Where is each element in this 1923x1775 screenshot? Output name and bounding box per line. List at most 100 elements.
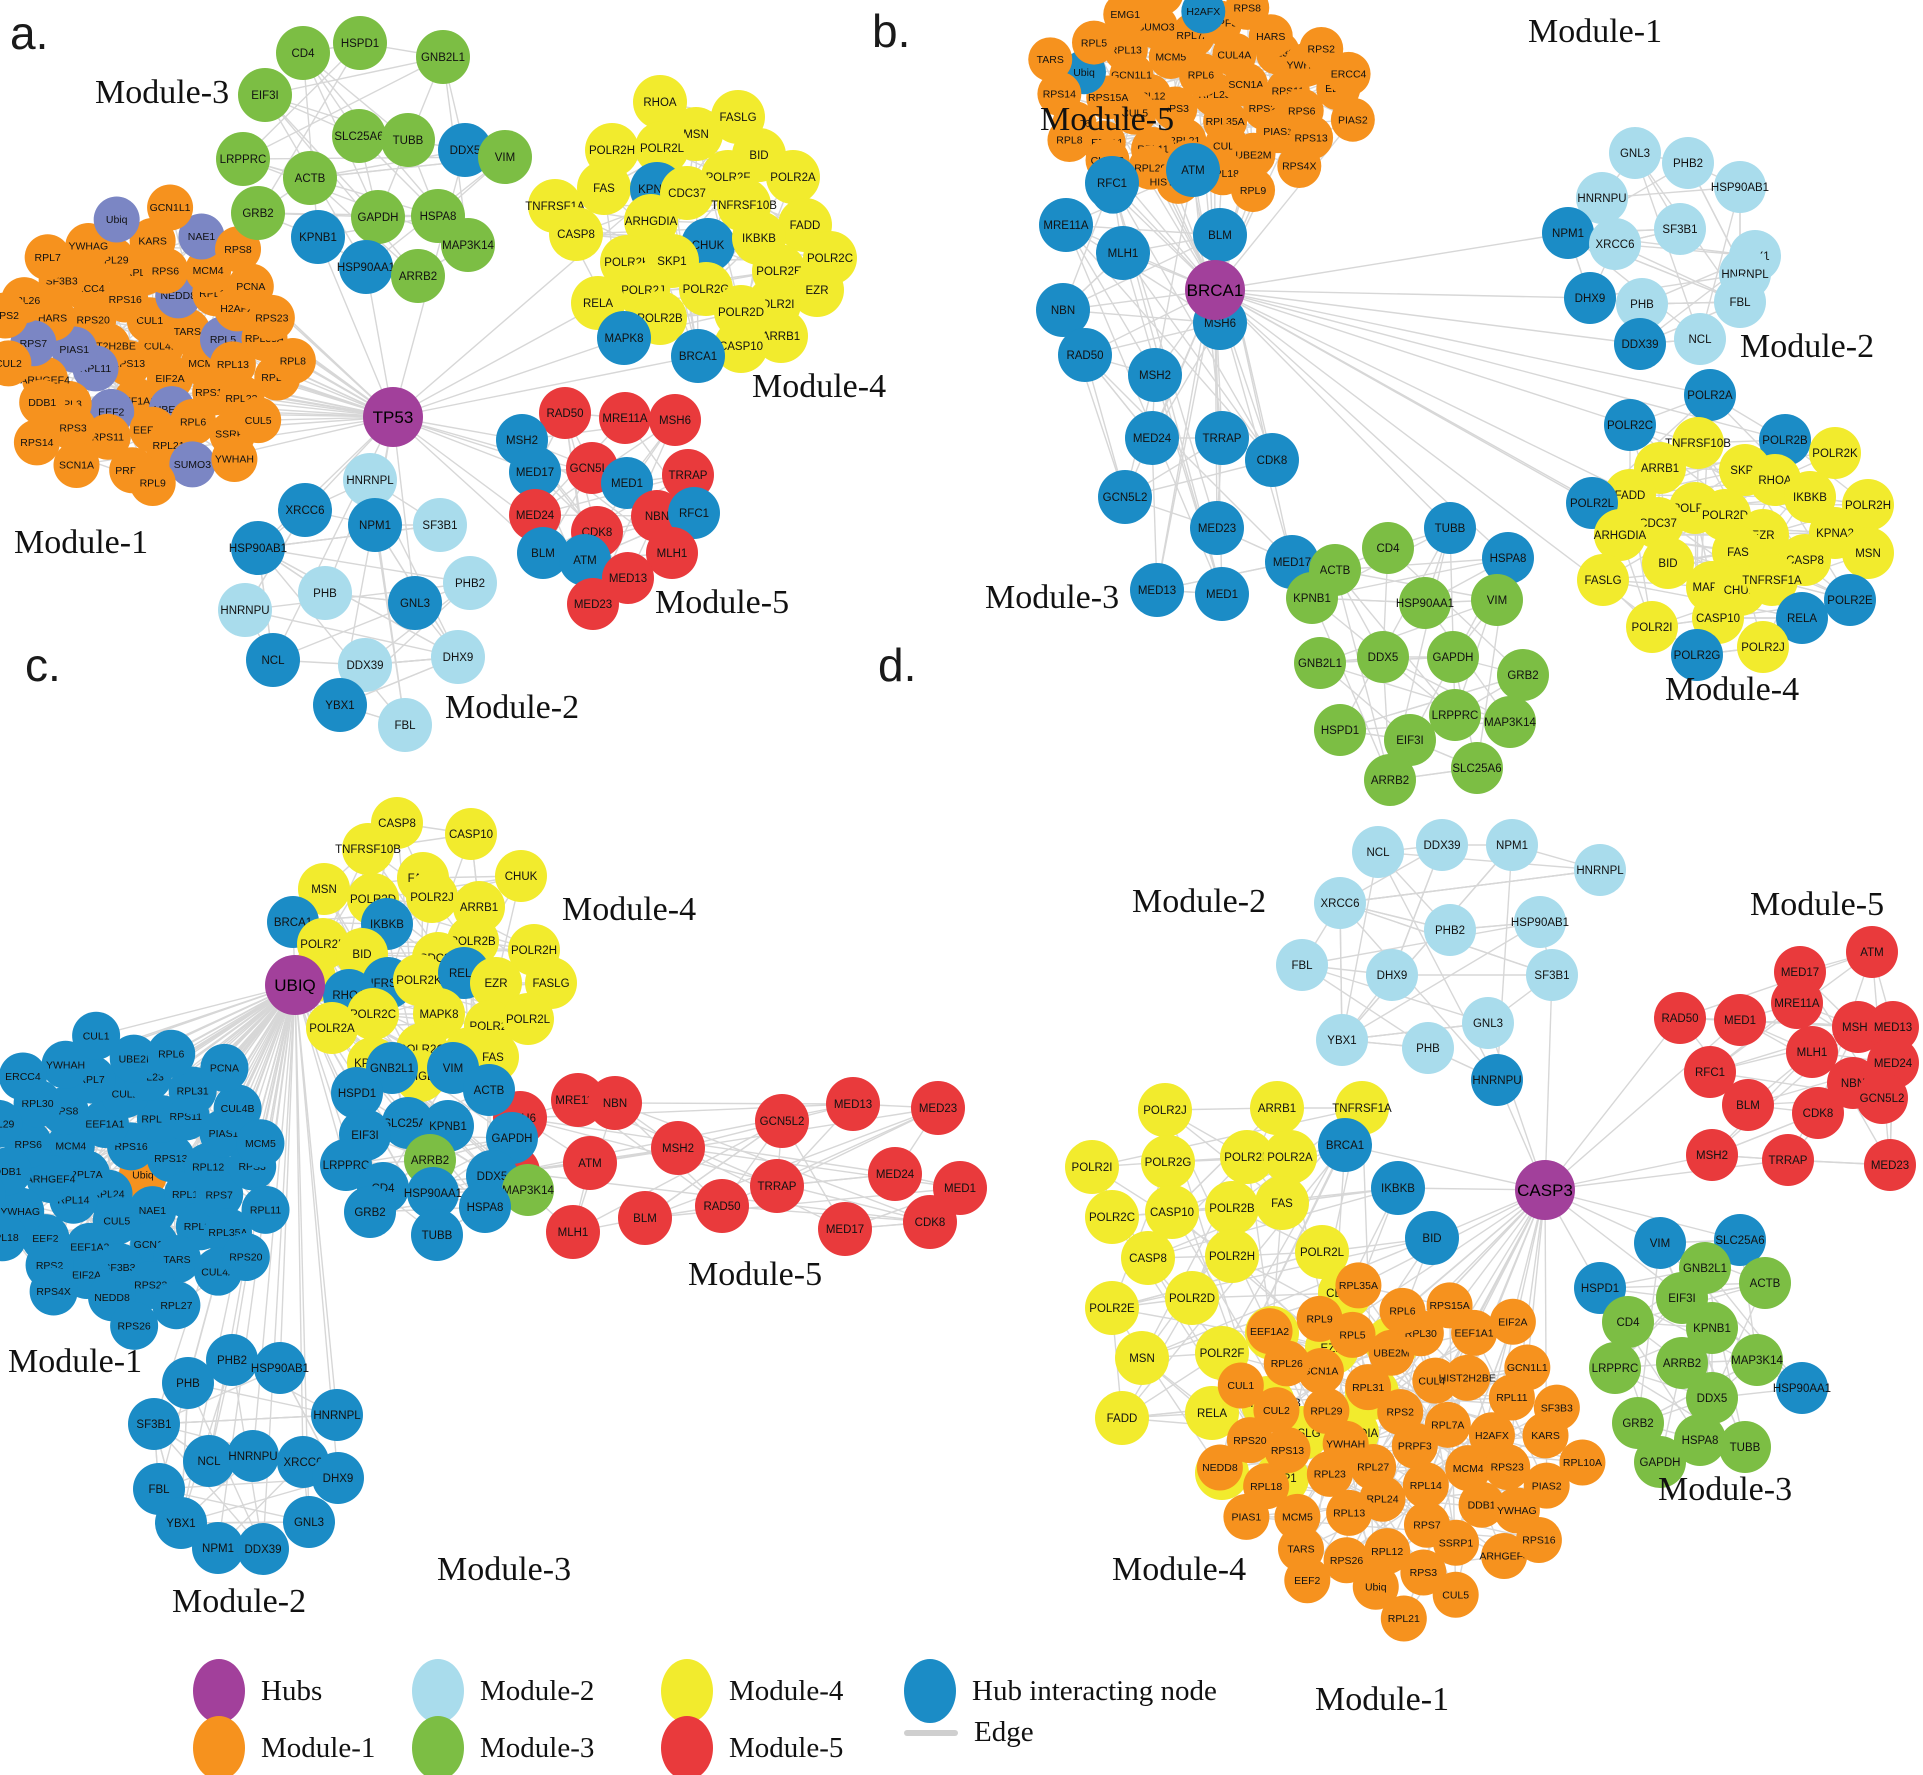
node-label: VIM: [1487, 595, 1507, 607]
node-label: ARHGEF4: [1479, 1551, 1529, 1563]
node-label: FADD: [1107, 1413, 1138, 1425]
node-ACTB: ACTB: [1739, 1257, 1791, 1309]
node-SLC25A6: SLC25A6: [1451, 742, 1503, 794]
node-DDX39: DDX39: [338, 638, 392, 692]
node-label: CUL1: [136, 315, 163, 327]
node-CUL2: CUL2: [0, 340, 32, 387]
node-label: CUL5: [103, 1215, 130, 1227]
node-label: RPL11: [1496, 1392, 1527, 1404]
node-label: MSH6: [659, 415, 691, 427]
node-label: DDX5: [1697, 1393, 1728, 1405]
node-label: MSN: [1129, 1353, 1155, 1365]
node-label: MED23: [1871, 1160, 1909, 1172]
node-label: RPS13: [1271, 1445, 1304, 1457]
node-label: RPS23: [1491, 1462, 1524, 1474]
node-RPL8: RPL8: [1047, 118, 1092, 163]
node-label: HSPD1: [1581, 1283, 1619, 1295]
node-label: HNRNPU: [1577, 193, 1626, 205]
node-BLM: BLM: [1722, 1079, 1774, 1131]
node-label: POLR2L: [1570, 498, 1615, 510]
node-DHX9: DHX9: [1564, 272, 1616, 324]
node-MED24: MED24: [868, 1147, 922, 1201]
node-VIM: VIM: [1634, 1217, 1686, 1269]
node-label: CUL4A: [1217, 49, 1251, 61]
node-label: MCM4: [55, 1140, 86, 1152]
node-GNL3: GNL3: [388, 576, 442, 630]
node-HSPA8: HSPA8: [1482, 532, 1534, 584]
nodes: CASP8CASP10TNFRSF10BMSNFADDPOLR2JCHUKPOL…: [0, 797, 987, 1620]
node-RPS23: RPS23: [1484, 1444, 1531, 1491]
node-label: CUL5: [245, 415, 272, 427]
node-ARRB1: ARRB1: [1250, 1081, 1304, 1135]
node-label: RPS16: [114, 1141, 147, 1153]
node-label: CUL5: [1121, 107, 1148, 119]
node-label: GCN1L1: [1507, 1362, 1548, 1374]
node-label: CDK8: [915, 1217, 946, 1229]
node-NEDD8: NEDD8: [1196, 1444, 1243, 1491]
edge-color-swatch: [904, 1729, 958, 1736]
node-EZR: EZR: [790, 263, 844, 317]
node-label: PHB2: [217, 1355, 247, 1367]
node-label: RPL21: [1388, 1613, 1420, 1625]
node-HSP90AA1: HSP90AA1: [1773, 1362, 1831, 1414]
node-label: MED17: [516, 467, 554, 479]
nodes: RPL23RPS3RPL6RPL35ARPL12SCN1ARPL21MCM5RP…: [985, 0, 1894, 806]
node-label: CASP8: [1129, 1253, 1167, 1265]
node-label: HSPA8: [1490, 553, 1527, 565]
node-ATM: ATM: [563, 1136, 617, 1190]
node-CD4: CD4: [1602, 1296, 1654, 1348]
node-label: LRPPRC: [1592, 1363, 1639, 1375]
node-label: HSP90AA1: [1396, 598, 1454, 610]
node-label: RPL27: [1357, 1462, 1389, 1474]
node-label: KPNB1: [1293, 593, 1331, 605]
node-RAD50: RAD50: [1058, 328, 1112, 382]
node-label: RPL9: [1240, 185, 1266, 197]
node-label: DDB1: [28, 397, 56, 409]
panel-a: CUL4BRPS13CUL1EIF2AHIST2H2BETARSEEF1A1RP…: [0, 16, 886, 752]
node-ACTB: ACTB: [283, 151, 337, 205]
node-label: CASP10: [719, 341, 763, 353]
node-HSP90AB1: HSP90AB1: [229, 521, 287, 575]
node-label: H2AFX: [1186, 6, 1220, 18]
node-label: FAS: [593, 183, 615, 195]
node-RPS20: RPS20: [221, 1233, 270, 1282]
node-FAS: FAS: [577, 161, 631, 215]
node-GRB2: GRB2: [1497, 649, 1549, 701]
node-label: NBN: [645, 511, 669, 523]
node-label: PIAS2: [1338, 114, 1368, 126]
node-RAD50: RAD50: [539, 387, 591, 439]
node-POLR2C: POLR2C: [1085, 1190, 1139, 1244]
node-label: MSH2: [1139, 370, 1171, 382]
node-label: RPL7A: [1431, 1419, 1464, 1431]
node-TUBB: TUBB: [381, 113, 435, 167]
node-label: FAS: [482, 1052, 504, 1064]
node-label: RELA: [1197, 1408, 1227, 1420]
node-label: RPS8: [224, 244, 252, 256]
node-RFC1: RFC1: [1684, 1046, 1736, 1098]
node-FAS: FAS: [1255, 1176, 1309, 1230]
node-label: MED23: [919, 1103, 957, 1115]
node-CUL2: CUL2: [1253, 1387, 1300, 1434]
node-label: XRCC6: [1321, 898, 1360, 910]
node-RPL9: RPL9: [1296, 1295, 1343, 1342]
node-label: MLH1: [558, 1227, 589, 1239]
module-label-module-3: Module-3: [1658, 1471, 1792, 1508]
node-YWHAH: YWHAH: [41, 1040, 90, 1089]
node-label: POLR2A: [1267, 1152, 1313, 1164]
node-label: RPL13: [1110, 44, 1142, 56]
node-GCN1L1: GCN1L1: [147, 184, 194, 231]
node-label: TUBB: [1435, 523, 1466, 535]
node-label: HSP90AB1: [229, 543, 287, 555]
node-HSPA8: HSPA8: [1674, 1414, 1726, 1466]
node-MAP3K14: MAP3K14: [1484, 696, 1536, 748]
node-POLR2A: POLR2A: [1684, 369, 1736, 421]
node-RPS3: RPS3: [1400, 1549, 1447, 1596]
node-label: TARS: [163, 1254, 190, 1266]
node-label: RHOA: [1758, 475, 1792, 487]
node-label: POLR2D: [1702, 510, 1748, 522]
node-BLM: BLM: [1193, 208, 1247, 262]
node-RPL31: RPL31: [1345, 1364, 1392, 1411]
node-EIF3I: EIF3I: [1384, 714, 1436, 766]
node-label: POLR2C: [350, 1009, 396, 1021]
